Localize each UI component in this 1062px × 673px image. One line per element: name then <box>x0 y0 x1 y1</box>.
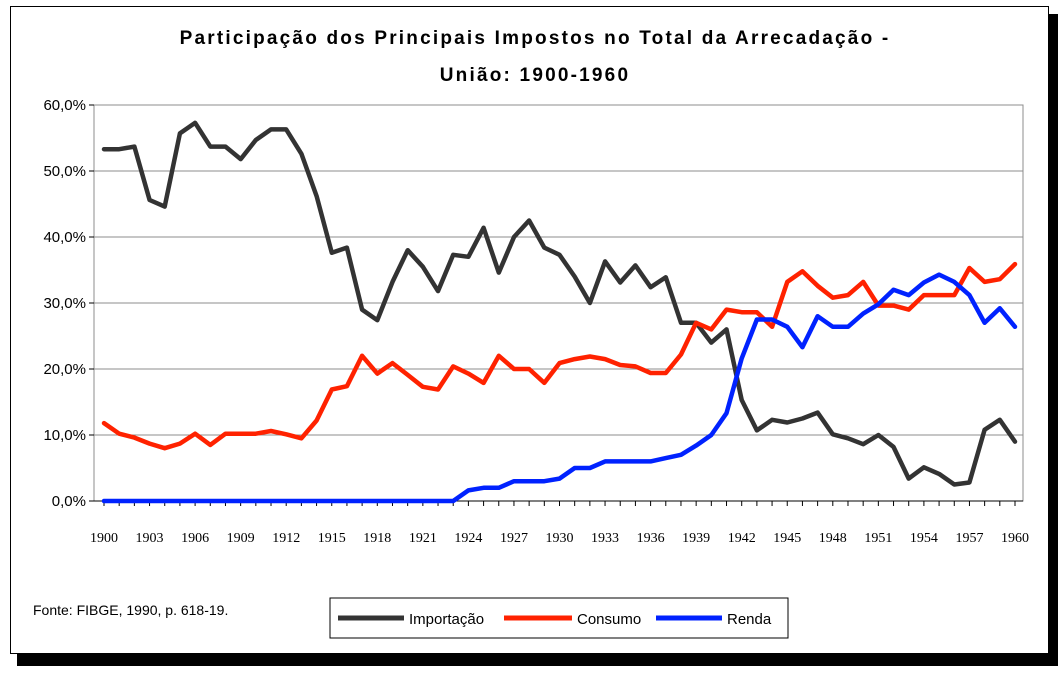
chart-title-line-1: Participação dos Principais Impostos no … <box>180 28 891 49</box>
x-tick-label: 1930 <box>546 531 574 546</box>
legend-label-consumo: Consumo <box>577 611 641 628</box>
y-tick-label: 50,0% <box>43 163 86 180</box>
legend-label-renda: Renda <box>727 611 772 628</box>
x-tick-label: 1948 <box>819 531 847 546</box>
y-tick-label: 0,0% <box>52 493 86 510</box>
series-line-renda <box>101 272 1018 504</box>
x-tick-label: 1957 <box>955 531 983 546</box>
source-note: Fonte: FIBGE, 1990, p. 618-19. <box>33 602 228 618</box>
y-tick-label: 30,0% <box>43 295 86 312</box>
x-tick-label: 1951 <box>864 531 892 546</box>
x-tick-label: 1933 <box>591 531 619 546</box>
x-tick-label: 1921 <box>409 531 437 546</box>
x-tick-label: 1939 <box>682 531 710 546</box>
legend-label-importacao: Importação <box>409 611 484 628</box>
gridlines <box>94 170 1023 436</box>
x-tick-label: 1945 <box>773 531 801 546</box>
x-tick-label: 1942 <box>728 531 756 546</box>
chart-title-line-2: União: 1900-1960 <box>440 65 630 86</box>
x-axis-ticks: 1900 1903 1906 1909 1912 1915 1918 1921 1924 1927… <box>90 500 1029 546</box>
x-tick-label: 1927 <box>500 531 528 546</box>
x-tick-label: 1903 <box>136 531 164 546</box>
y-tick-label: 60,0% <box>43 97 86 114</box>
series-lines <box>101 120 1018 504</box>
y-tick-label: 10,0% <box>43 427 86 444</box>
x-tick-label: 1924 <box>454 531 482 546</box>
x-tick-label: 1906 <box>181 531 209 546</box>
x-tick-label: 1960 <box>1001 531 1029 546</box>
x-tick-label: 1909 <box>227 531 255 546</box>
x-tick-label: 1954 <box>910 531 938 546</box>
x-tick-label: 1936 <box>637 531 665 546</box>
x-tick-label: 1912 <box>272 531 300 546</box>
x-tick-label: 1915 <box>318 531 346 546</box>
series-line-importacao <box>101 120 1018 487</box>
y-tick-label: 20,0% <box>43 361 86 378</box>
x-tick-label: 1918 <box>363 531 391 546</box>
y-tick-label: 40,0% <box>43 229 86 246</box>
x-tick-label: 1900 <box>90 531 118 546</box>
y-axis-ticks: 60,0% 50,0% 40,0% 30,0% 20,0% 10,0% 0,0% <box>43 97 94 510</box>
series-line-consumo <box>101 261 1018 451</box>
